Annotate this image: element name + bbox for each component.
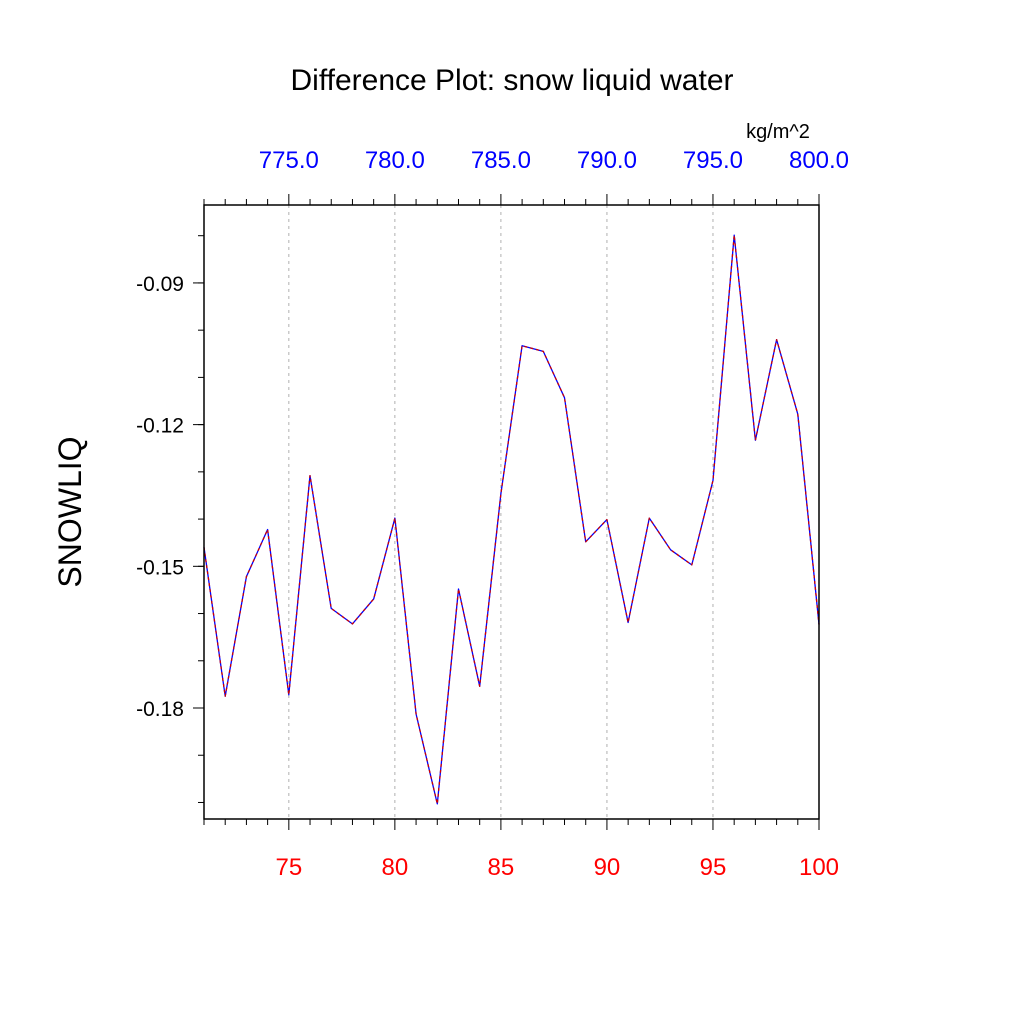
x-top-tick-label: 790.0: [577, 147, 637, 174]
x-bottom-tick-label: 80: [382, 854, 409, 881]
y-tick-label: -0.18: [136, 698, 184, 721]
x-top-tick-label: 780.0: [365, 147, 425, 174]
x-top-tick-label: 785.0: [471, 147, 531, 174]
units-label: kg/m^2: [746, 121, 810, 143]
label-layer: -0.09 -0.12 -0.15 -0.18 75 80 85 90 95 100 775.0 78…: [136, 147, 849, 881]
x-top-tick-label: 800.0: [789, 147, 849, 174]
y-tick-label: -0.15: [136, 556, 184, 579]
x-top-tick-label: 795.0: [683, 147, 743, 174]
x-bottom-tick-label: 85: [488, 854, 515, 881]
y-tick-label: -0.09: [136, 273, 184, 296]
series-layer: [203, 234, 820, 805]
series-line-dash-overlay: [203, 234, 820, 805]
x-bottom-tick-label: 90: [594, 854, 621, 881]
chart-title: Difference Plot: snow liquid water: [291, 64, 734, 97]
plot-frame: [203, 204, 820, 820]
y-axis-label: SNOWLIQ: [52, 436, 88, 587]
x-bottom-tick-label: 100: [799, 854, 839, 881]
y-tick-label: -0.12: [136, 415, 184, 438]
grid-layer: [288, 205, 714, 819]
x-bottom-tick-label: 95: [700, 854, 727, 881]
x-bottom-tick-label: 75: [275, 854, 302, 881]
tick-layer: [193, 194, 820, 830]
x-top-tick-label: 775.0: [259, 147, 319, 174]
